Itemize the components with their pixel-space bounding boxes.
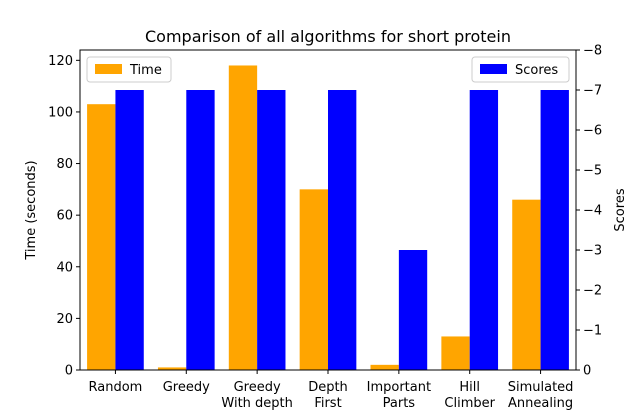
legend-box (86, 56, 172, 83)
right-tick-label: −7 (583, 84, 602, 99)
x-tick-label: Hill (459, 380, 480, 395)
bar-scores-1 (186, 90, 215, 370)
left-tick-label: 120 (48, 54, 73, 69)
bar-scores-0 (115, 90, 144, 370)
x-tick-label: Simulated (508, 380, 574, 395)
legend-swatch (95, 64, 122, 74)
left-tick-label: 20 (56, 312, 73, 327)
bar-time-5 (441, 336, 470, 370)
left-tick-label: 60 (56, 209, 73, 224)
bar-scores-5 (469, 90, 499, 370)
bar-time-1 (157, 367, 187, 370)
right-tick-label: −2 (583, 284, 602, 299)
bar-time-6 (512, 199, 541, 370)
left-tick-label: 100 (48, 105, 73, 120)
chart-title: Comparison of all algorithms for short p… (145, 27, 511, 46)
left-axis-label: Time (seconds) (24, 160, 39, 260)
bar-scores-4 (398, 250, 428, 370)
right-tick-label: −1 (583, 324, 602, 339)
legend-label: Time (129, 63, 162, 78)
left-tick-label: 40 (56, 260, 73, 275)
x-tick-label: Important (367, 380, 431, 395)
right-tick-label: 0 (583, 364, 591, 379)
bar-time-0 (87, 104, 116, 370)
x-tick-label: First (314, 396, 341, 411)
x-tick-label: Greedy (234, 380, 281, 395)
x-tick-label: Climber (444, 396, 495, 411)
right-tick-label: −8 (583, 44, 602, 59)
x-tick-label: With depth (221, 396, 293, 411)
right-axis-label: Scores (613, 188, 628, 231)
bar-scores-2 (257, 90, 286, 370)
legend-scores: Scores (471, 56, 570, 83)
bar-time-4 (370, 364, 399, 370)
x-tick-label: Depth (308, 380, 348, 395)
bar-scores-3 (328, 90, 357, 370)
bar-time-2 (228, 65, 258, 370)
x-tick-label: Random (89, 380, 143, 395)
right-tick-label: −4 (583, 204, 602, 219)
bar-time-3 (299, 189, 328, 370)
right-tick-label: −5 (583, 164, 602, 179)
left-tick-label: 0 (65, 364, 73, 379)
x-tick-label: Annealing (508, 396, 573, 411)
left-tick-label: 80 (56, 157, 73, 172)
right-tick-label: −6 (583, 124, 602, 139)
legend-time: Time (86, 56, 172, 83)
bar-scores-6 (540, 90, 569, 370)
legend-label: Scores (515, 63, 558, 78)
legend-swatch (480, 64, 507, 74)
x-tick-label: Parts (383, 396, 416, 411)
right-tick-label: −3 (583, 244, 602, 259)
legend-box (471, 56, 570, 83)
x-tick-label: Greedy (163, 380, 210, 395)
